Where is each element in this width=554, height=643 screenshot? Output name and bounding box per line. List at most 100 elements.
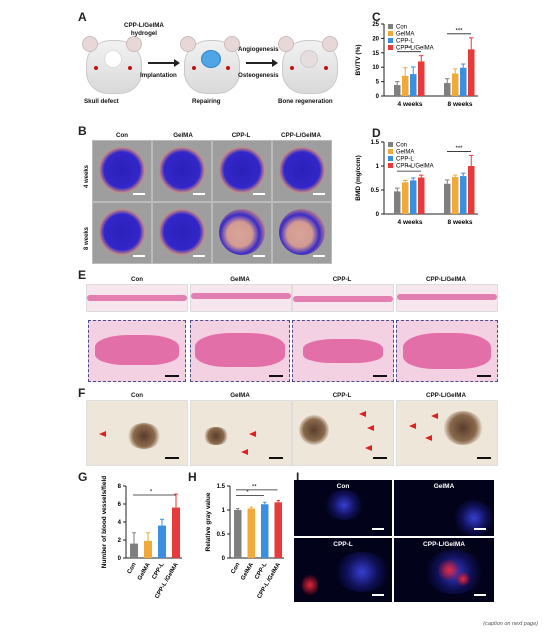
fluo-image: CPP-L/GelMA — [394, 538, 494, 602]
he-overview — [190, 284, 292, 312]
ct-tile — [272, 202, 332, 264]
bar — [452, 177, 459, 214]
y-tick-label: 2 — [118, 538, 122, 544]
bar — [418, 177, 425, 214]
he-overview — [86, 284, 188, 312]
x-tick-label: 8 weeks — [448, 219, 473, 226]
legend-label: CPP-L — [396, 157, 414, 163]
implant-arrow — [148, 62, 176, 64]
b-row-4weeks: 4 weeks — [84, 164, 90, 188]
fluo-image: GelMA — [394, 480, 494, 536]
legend-swatch — [388, 45, 393, 50]
fluo-image: CPP-L — [294, 538, 392, 602]
ct-tile — [92, 202, 152, 264]
legend-label: GelMA — [396, 150, 414, 156]
b-col-cppl: CPP-L — [231, 132, 251, 139]
he-overview — [292, 284, 394, 312]
b-col-cppl-gelma: CPP-L/GelMA — [281, 132, 321, 139]
legend-swatch — [388, 156, 393, 161]
significance-label: ** — [252, 484, 257, 490]
legend-swatch — [388, 142, 393, 147]
significance-label: *** — [455, 28, 463, 34]
x-tick-label: 4 weeks — [398, 219, 423, 226]
bar — [410, 180, 417, 214]
x-tick-label: CPP-L — [254, 562, 268, 581]
chart-c: 0 5 10 15 20 25 BV/TV (%) 4 weeks ** 8 weeks *** Co… — [355, 22, 478, 108]
significance-label: * — [150, 490, 153, 496]
legend-swatch — [388, 38, 393, 43]
y-axis-label: Number of blood vessels/field — [101, 476, 108, 568]
red-arrow-icon — [359, 411, 366, 417]
y-tick-label: 8 — [118, 484, 122, 490]
legend-label: GelMA — [396, 32, 414, 38]
bar — [234, 510, 242, 558]
ct-tile — [212, 140, 272, 202]
red-arrow-icon — [241, 449, 248, 455]
b-col-gelma: GelMA — [173, 132, 193, 139]
y-tick-label: 20 — [372, 36, 379, 42]
significance-label: ** — [407, 166, 412, 172]
bar — [410, 74, 417, 96]
panel-letter-g: G — [78, 470, 88, 484]
y-tick-label: 0 — [222, 556, 226, 562]
red-arrow-icon — [409, 423, 416, 429]
ct-tile — [152, 140, 212, 202]
arrow-head-icon — [272, 59, 278, 67]
y-tick-label: 0 — [118, 556, 122, 562]
x-tick-label: CPP-L — [152, 562, 166, 581]
y-tick-label: 25 — [372, 22, 379, 28]
bar — [158, 525, 166, 558]
ihc-image — [190, 400, 292, 466]
b-row-8weeks: 8 weeks — [84, 226, 90, 250]
y-axis-label: BMD (mg/ccm) — [355, 155, 362, 201]
red-arrow-icon — [99, 431, 106, 437]
repairing-label: Repairing — [192, 98, 221, 105]
regen-arrow — [246, 62, 274, 64]
red-arrow-icon — [249, 431, 256, 437]
legend-label: CPP-L — [396, 39, 414, 45]
y-tick-label: 6 — [118, 502, 122, 508]
e-col-con: Con — [130, 276, 144, 283]
implant-label: Implantation — [140, 72, 177, 79]
ct-tile — [92, 140, 152, 202]
bar — [394, 191, 401, 214]
bar — [418, 61, 425, 96]
fluo-label-cppl: CPP-L — [333, 541, 353, 548]
fluo-label-con: Con — [336, 483, 350, 490]
legend-swatch — [388, 149, 393, 154]
panel-letter-e: E — [78, 268, 87, 282]
panel-letter-a: A — [78, 10, 87, 24]
bone-regen-label: Bone regeneration — [278, 98, 333, 105]
panel-letter-h: H — [188, 470, 197, 484]
bar — [130, 543, 138, 558]
significance-label: *** — [455, 146, 463, 152]
y-tick-label: 10 — [372, 65, 379, 71]
y-tick-label: 4 — [118, 520, 122, 526]
bar — [468, 49, 475, 96]
bar — [402, 182, 409, 214]
ct-tile — [212, 202, 272, 264]
he-zoom — [88, 320, 186, 382]
x-tick-label: Con — [127, 562, 138, 575]
legend-label: Con — [396, 25, 407, 31]
x-tick-label: 8 weeks — [448, 101, 473, 108]
y-tick-label: 15 — [372, 51, 379, 57]
e-col-cppl: CPP-L — [332, 276, 352, 283]
y-tick-label: 5 — [376, 80, 380, 86]
bar — [468, 166, 475, 214]
he-zoom — [396, 320, 498, 382]
ct-tile — [152, 202, 212, 264]
x-tick-label: 4 weeks — [398, 101, 423, 108]
significance-label: ** — [407, 46, 412, 52]
ihc-image — [292, 400, 394, 466]
chart-d: 0 0.5 1 1.5 BMD (mg/ccm) 4 weeks ** 8 weeks *** C… — [355, 140, 478, 226]
ihc-image — [86, 400, 188, 466]
panel-letter-c: C — [372, 10, 381, 24]
chart-g: 0 2 4 6 8 Number of blood vessels/field Con Gel… — [101, 476, 182, 600]
fluo-label-gelma: GelMA — [433, 483, 455, 490]
ihc-image — [396, 400, 498, 466]
panel-letter-f: F — [78, 386, 86, 400]
y-tick-label: 1 — [222, 508, 226, 514]
red-arrow-icon — [367, 425, 374, 431]
